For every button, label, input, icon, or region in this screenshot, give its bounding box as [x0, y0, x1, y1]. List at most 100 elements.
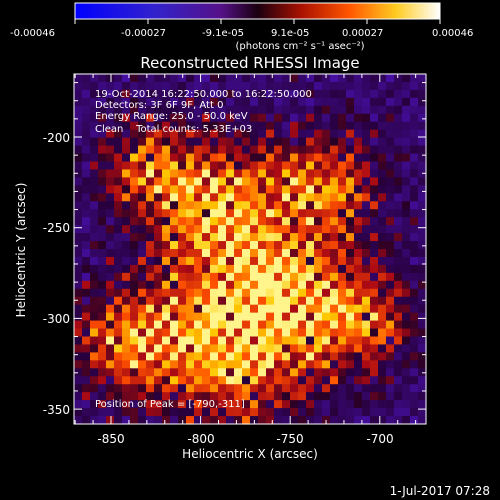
image-pixel [202, 264, 211, 274]
image-pixel [362, 225, 371, 234]
image-pixel [242, 161, 251, 171]
x-axis-label: Heliocentric X (arcsec) [182, 447, 318, 461]
image-pixel [346, 74, 355, 83]
image-pixel [266, 344, 275, 353]
image-pixel [306, 376, 315, 385]
image-pixel [130, 177, 139, 186]
image-pixel [386, 233, 395, 242]
image-pixel [362, 336, 371, 346]
image-pixel [170, 280, 179, 290]
image-pixel [394, 328, 403, 338]
image-pixel [210, 376, 219, 385]
image-pixel [154, 201, 163, 210]
image-pixel [74, 328, 83, 338]
image-pixel [170, 408, 179, 417]
image-pixel [226, 352, 235, 361]
image-pixel [186, 169, 195, 178]
image-pixel [90, 97, 99, 107]
image-pixel [114, 74, 123, 83]
image-pixel [362, 296, 371, 306]
image-pixel [330, 256, 339, 266]
image-pixel [298, 264, 307, 274]
image-pixel [74, 161, 83, 171]
image-pixel [90, 153, 99, 163]
image-pixel [194, 129, 203, 139]
image-pixel [170, 392, 179, 401]
image-pixel [274, 121, 283, 131]
image-pixel [170, 233, 179, 242]
y-tick-label: -250 [43, 221, 70, 235]
image-pixel [274, 193, 283, 202]
image-pixel [266, 249, 275, 258]
image-pixel [394, 225, 403, 234]
image-pixel [218, 360, 227, 369]
image-pixel [146, 288, 155, 298]
image-pixel [402, 137, 411, 147]
image-pixel [338, 304, 347, 314]
image-pixel [170, 352, 179, 361]
image-pixel [410, 272, 419, 282]
image-pixel [282, 352, 291, 361]
image-pixel [258, 145, 267, 155]
image-pixel [394, 344, 403, 353]
image-pixel [378, 384, 387, 393]
image-pixel [354, 161, 363, 171]
image-pixel [338, 384, 347, 393]
image-pixel [410, 408, 419, 417]
image-pixel [74, 360, 83, 369]
image-pixel [330, 352, 339, 361]
image-pixel [370, 408, 379, 417]
image-pixel [354, 296, 363, 306]
image-pixel [282, 384, 291, 393]
image-pixel [178, 217, 187, 226]
image-pixel [234, 145, 243, 155]
image-pixel [98, 193, 107, 202]
image-pixel [178, 264, 187, 274]
image-pixel [178, 288, 187, 298]
image-pixel [234, 193, 243, 202]
image-pixel [242, 145, 251, 155]
image-pixel [138, 400, 147, 409]
image-pixel [362, 129, 371, 139]
image-pixel [418, 193, 427, 202]
image-pixel [210, 320, 219, 330]
image-pixel [218, 121, 227, 131]
image-pixel [290, 217, 299, 226]
image-pixel [154, 249, 163, 258]
image-pixel [138, 201, 147, 210]
image-pixel [186, 296, 195, 306]
image-pixel [82, 97, 91, 107]
image-pixel [250, 137, 259, 147]
image-pixel [378, 288, 387, 298]
image-pixel [386, 89, 395, 99]
image-pixel [282, 201, 291, 210]
image-pixel [74, 249, 83, 258]
image-pixel [178, 392, 187, 401]
image-pixel [74, 217, 83, 226]
image-pixel [386, 113, 395, 123]
image-pixel [410, 368, 419, 377]
image-pixel [362, 169, 371, 178]
image-pixel [162, 89, 171, 99]
image-pixel [146, 113, 155, 123]
image-pixel [266, 105, 275, 115]
image-pixel [98, 161, 107, 171]
image-pixel [74, 264, 83, 274]
image-pixel [186, 89, 195, 99]
image-pixel [386, 328, 395, 338]
image-pixel [138, 177, 147, 186]
image-pixel [274, 233, 283, 242]
plot-frame [73, 73, 427, 425]
image-pixel [402, 376, 411, 385]
image-pixel [162, 328, 171, 338]
image-pixel [314, 153, 323, 163]
image-pixel [250, 312, 259, 322]
image-pixel [290, 408, 299, 417]
image-pixel [146, 209, 155, 218]
image-pixel [410, 288, 419, 298]
image-pixel [370, 360, 379, 369]
image-pixel [218, 320, 227, 330]
image-pixel [298, 129, 307, 139]
image-pixel [274, 328, 283, 338]
image-pixel [386, 153, 395, 163]
